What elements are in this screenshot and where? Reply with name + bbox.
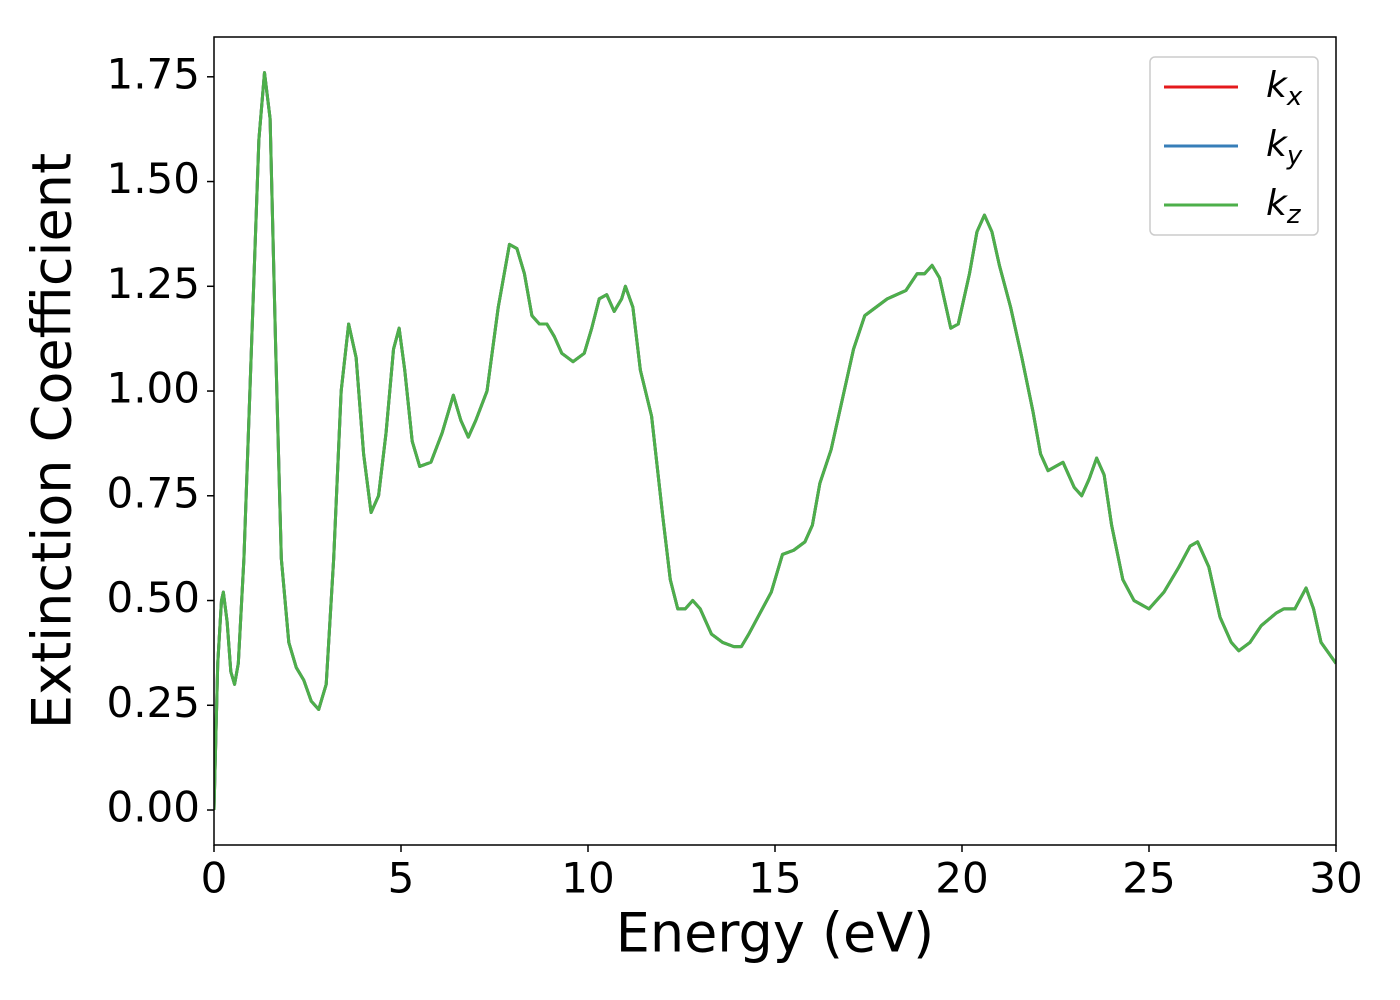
- y-axis-label: Extinction Coefficient: [21, 153, 84, 729]
- x-tick-label: 15: [748, 854, 801, 903]
- x-tick-label: 0: [201, 854, 228, 903]
- x-tick-label: 25: [1122, 854, 1175, 903]
- x-tick-label: 5: [388, 854, 415, 903]
- x-tick-label: 30: [1309, 854, 1362, 903]
- y-tick-label: 0.00: [106, 783, 200, 832]
- x-axis-label: Energy (eV): [616, 902, 935, 965]
- x-tick-label: 10: [561, 854, 614, 903]
- y-tick-label: 1.00: [106, 364, 200, 413]
- y-tick-label: 1.75: [106, 49, 200, 98]
- x-tick-label: 20: [935, 854, 988, 903]
- y-tick-label: 0.75: [106, 468, 200, 517]
- y-tick-label: 1.25: [106, 259, 200, 308]
- y-tick-label: 1.50: [106, 154, 200, 203]
- y-tick-label: 0.50: [106, 573, 200, 622]
- y-tick-label: 0.25: [106, 678, 200, 727]
- plot-frame: [213, 36, 1337, 846]
- data-line: [214, 71, 1336, 811]
